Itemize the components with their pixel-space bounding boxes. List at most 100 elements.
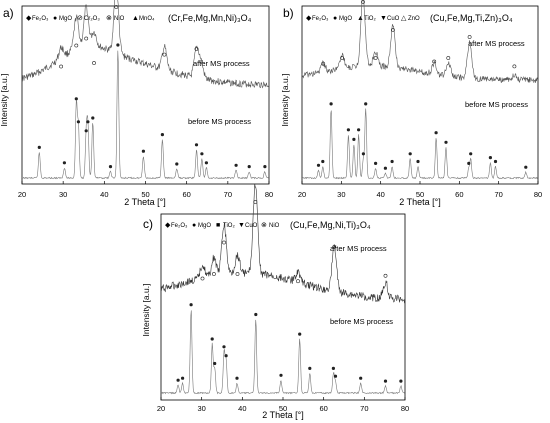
peak-marker: [469, 152, 473, 156]
x-tick-label: 50: [141, 190, 149, 199]
peak-marker: [235, 376, 239, 380]
legend-item-fe2o3: ◆ Fe₂O₃: [306, 15, 329, 22]
panel-c-peak-markers: [176, 200, 403, 383]
peak-marker: [308, 366, 312, 370]
peak-marker: [160, 133, 164, 137]
svg-text:●: ●: [192, 222, 196, 229]
peak-marker: [279, 373, 283, 377]
peak-marker: [86, 120, 90, 124]
x-tick-label: 30: [197, 404, 205, 413]
peak-marker: [189, 303, 193, 307]
panel-c-ticks: 20 30 40 50 60 70 80: [157, 397, 409, 413]
panel-b-peak-markers: [316, 0, 528, 170]
peak-marker: [346, 128, 350, 132]
peak-marker: [383, 166, 387, 170]
svg-text:TiO₂: TiO₂: [223, 223, 235, 229]
legend-item-mgo: ● MgO: [53, 15, 72, 22]
peak-marker: [108, 165, 113, 169]
peak-marker: [383, 379, 388, 383]
legend-item-nio: ⊗ NiO: [106, 15, 125, 22]
svg-text:CuO: CuO: [245, 223, 258, 229]
panel-a-after-label: after MS process: [193, 59, 250, 68]
panel-b: b) Intensity [a.u.] ◆ Fe₂O₃ ● MgO ▲ TiO₂ ▼ C…: [280, 0, 542, 207]
peak-marker: [416, 159, 420, 164]
panel-c-after-trace: [160, 183, 405, 304]
x-tick-label: 70: [224, 190, 232, 199]
peak-marker: [114, 5, 119, 9]
svg-text:NiO: NiO: [114, 16, 125, 22]
panel-c-legend: ◆ Fe₂O₃ ● MgO ■ TiO₂ ▼ CuO ⊗ NiO: [165, 222, 280, 229]
svg-text:Fe₂O₃: Fe₂O₃: [32, 16, 49, 22]
peak-marker: [332, 245, 337, 249]
x-tick-label: 80: [265, 190, 273, 199]
panel-a-label: a): [3, 6, 14, 20]
svg-text:▼: ▼: [238, 222, 245, 229]
x-tick-label: 70: [360, 404, 368, 413]
peak-marker: [234, 163, 238, 167]
peak-marker: [181, 376, 185, 380]
panel-a-before-label: before MS process: [188, 117, 251, 126]
panel-b-after-label: after MS process: [468, 39, 525, 48]
panel-b-ticks: 20 30 40 50 60 70 80: [298, 181, 542, 199]
svg-text:CuO: CuO: [387, 16, 400, 22]
svg-text:⊗: ⊗: [261, 222, 267, 229]
panel-c-frame: [160, 213, 406, 401]
panel-a-before-trace: [21, 50, 269, 180]
panel-a-ylabel: Intensity [a.u.]: [0, 74, 9, 127]
peak-marker: [408, 152, 412, 156]
panel-b-compound: (Cu,Fe,Mg,Ti,Zn)₃O₄: [430, 13, 513, 23]
peak-marker: [298, 332, 302, 336]
svg-text:⊘: ⊘: [77, 15, 83, 22]
panel-b-after-trace: [301, 0, 538, 83]
panel-a-ticks: 20 30 40 50 60 70 80: [18, 181, 273, 199]
peak-marker: [357, 128, 361, 132]
legend-item-cuo: ▼ CuO: [380, 15, 400, 22]
panel-b-before-label: before MS process: [465, 100, 528, 109]
peak-marker: [74, 97, 78, 101]
svg-text:●: ●: [333, 15, 337, 22]
svg-text:Fe₂O₃: Fe₂O₃: [312, 16, 329, 22]
svg-text:◆: ◆: [26, 15, 32, 22]
x-tick-label: 80: [401, 404, 409, 413]
panel-b-before-trace: [302, 108, 538, 180]
x-tick-label: 40: [238, 404, 246, 413]
svg-text:MnO₄: MnO₄: [139, 16, 155, 22]
panel-c: c) Intensity [a.u.] ◆ Fe₂O₃ ● MgO ■ TiO₂ ▼ C…: [141, 183, 409, 420]
peak-marker: [364, 102, 368, 106]
peak-marker: [194, 143, 199, 147]
legend-item-cr2o3: ⊘ Cr₂O₃: [77, 15, 100, 22]
svg-text:◆: ◆: [306, 15, 312, 22]
legend-item-fe2o3: ◆ Fe₂O₃: [26, 15, 49, 22]
peak-marker: [222, 345, 226, 349]
panel-b-frame: [301, 5, 539, 185]
peak-marker: [211, 272, 216, 276]
x-tick-label: 70: [494, 190, 502, 199]
legend-item-nio: ⊗ NiO: [261, 222, 280, 229]
peak-marker: [76, 120, 80, 124]
peak-marker: [331, 366, 335, 370]
peak-marker: [352, 137, 356, 141]
x-tick-label: 40: [376, 190, 384, 199]
peak-marker: [84, 129, 88, 133]
peak-marker: [434, 131, 438, 135]
svg-text:TiO₂: TiO₂: [364, 16, 376, 22]
peak-marker: [467, 35, 472, 39]
legend-item-mgo: ● MgO: [192, 222, 211, 229]
panel-b-label: b): [283, 6, 294, 20]
x-tick-label: 20: [157, 404, 165, 413]
svg-text:Fe₂O₃: Fe₂O₃: [171, 223, 188, 229]
svg-text:▲: ▲: [357, 15, 364, 22]
panel-c-after-label: after MS process: [330, 244, 387, 253]
peak-marker: [37, 145, 41, 149]
peak-marker: [373, 56, 378, 60]
peak-marker: [199, 59, 204, 64]
x-tick-label: 50: [416, 190, 424, 199]
peak-marker: [296, 279, 300, 284]
peak-marker: [175, 162, 179, 166]
peak-marker: [316, 163, 321, 167]
svg-text:△: △: [401, 15, 407, 22]
peak-marker: [247, 165, 251, 169]
peak-marker: [361, 152, 365, 156]
panel-a-peak-markers: [37, 5, 267, 169]
